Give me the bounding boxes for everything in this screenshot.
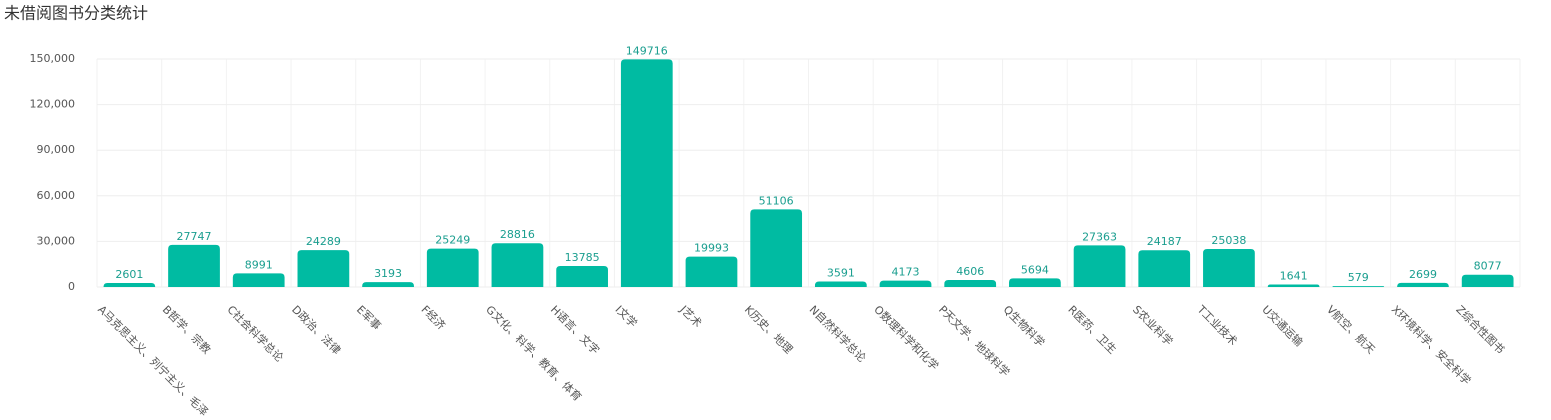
- x-tick-label: V航空、航天: [1324, 302, 1378, 356]
- x-tick-label: I文学: [613, 302, 641, 330]
- x-tick-label: O数理科学和化学: [871, 302, 941, 372]
- value-label: 27363: [1082, 230, 1117, 243]
- bar: [168, 244, 220, 287]
- bar: [1397, 282, 1449, 287]
- value-label: 51106: [759, 194, 794, 207]
- value-label: 2601: [115, 268, 143, 281]
- value-label: 25038: [1211, 234, 1246, 247]
- y-tick-label: 120,000: [30, 98, 76, 111]
- x-tick-label: U交通运输: [1259, 302, 1306, 349]
- bar: [750, 209, 803, 287]
- bar: [426, 248, 479, 287]
- x-tick-label: H语言、文字: [548, 302, 603, 357]
- x-tick-label: D政治、法律: [289, 302, 344, 357]
- value-label: 13785: [565, 251, 600, 264]
- bar: [1073, 245, 1126, 287]
- chart-title: 未借阅图书分类统计: [4, 4, 148, 23]
- bar: [1267, 284, 1320, 287]
- value-label: 8077: [1474, 260, 1502, 273]
- bar: [1138, 250, 1191, 287]
- y-tick-label: 0: [68, 280, 75, 293]
- x-tick-label: J艺术: [677, 302, 705, 330]
- value-label: 149716: [626, 44, 668, 57]
- value-label: 4606: [956, 265, 984, 278]
- value-label: 24187: [1147, 235, 1182, 248]
- value-label: 19993: [694, 242, 729, 255]
- value-label: 3591: [827, 267, 855, 280]
- bar: [1461, 274, 1514, 287]
- x-tick-label: R医药、卫生: [1065, 302, 1119, 356]
- x-tick-label: F经济: [419, 302, 449, 332]
- x-tick-label: B哲学、宗教: [160, 302, 214, 356]
- x-tick-label: Z综合性图书: [1453, 302, 1507, 356]
- value-label: 579: [1348, 271, 1369, 284]
- y-tick-label: 150,000: [30, 52, 76, 65]
- bar: [944, 279, 997, 287]
- x-tick-label: T工业技术: [1194, 302, 1240, 348]
- value-label: 2699: [1409, 268, 1437, 281]
- value-label: 1641: [1280, 270, 1308, 283]
- value-label: 8991: [245, 258, 273, 271]
- bar: [556, 266, 608, 287]
- x-tick-label: Q生物科学: [1001, 302, 1048, 349]
- x-tick-label: N自然科学总论: [807, 302, 869, 364]
- bar: [297, 250, 350, 287]
- x-tick-label: A马克思主义、列宁主义、毛泽: [95, 302, 211, 418]
- bar: [879, 280, 932, 287]
- bar: [814, 281, 867, 287]
- value-label: 4173: [892, 266, 920, 279]
- x-tick-label: S农业科学: [1130, 302, 1176, 348]
- value-label: 3193: [374, 267, 402, 280]
- x-tick-label: P天文学、地球科学: [936, 302, 1013, 379]
- bar: [1332, 286, 1385, 287]
- value-label: 27747: [177, 230, 212, 243]
- bar: [362, 282, 414, 287]
- x-tick-label: K历史、地理: [742, 303, 795, 356]
- bar: [685, 256, 738, 287]
- value-label: 5694: [1021, 263, 1049, 276]
- y-tick-label: 90,000: [37, 143, 76, 156]
- bar: [1203, 248, 1255, 287]
- bar: [620, 59, 673, 288]
- x-tick-label: E军事: [354, 303, 384, 333]
- y-tick-label: 60,000: [37, 189, 76, 202]
- bar: [232, 273, 285, 287]
- x-tick-label: C社会科学总论: [224, 302, 286, 364]
- value-label: 28816: [500, 228, 535, 241]
- y-tick-label: 30,000: [37, 234, 76, 247]
- bar: [103, 283, 156, 287]
- value-label: 24289: [306, 235, 341, 248]
- bar: [1009, 278, 1061, 287]
- bar: [491, 243, 544, 287]
- value-label: 25249: [435, 234, 470, 247]
